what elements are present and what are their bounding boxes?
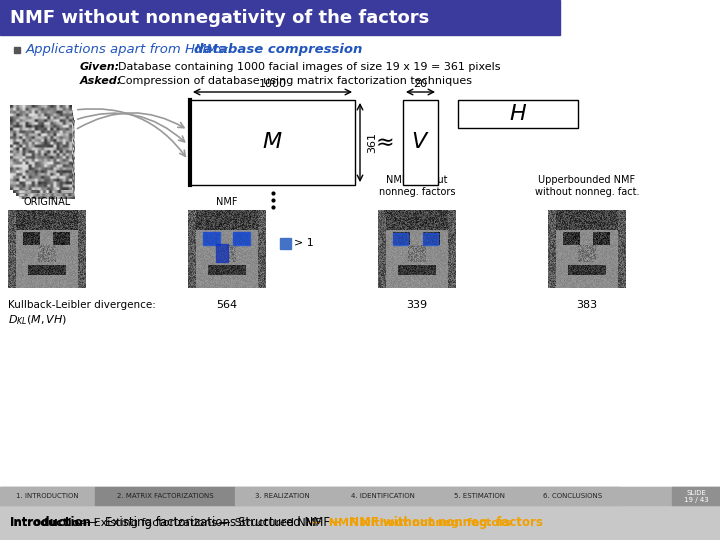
Text: Introduction: Introduction	[10, 516, 92, 529]
Bar	[0, 487, 720, 540]
Bar	[0, 487, 720, 505]
Text: 3. REALIZATION: 3. REALIZATION	[255, 493, 310, 499]
Text: SLIDE: SLIDE	[686, 490, 706, 496]
Text: —  NMF without nonneg. factors: — NMF without nonneg. factors	[307, 517, 511, 528]
Bar	[403, 100, 438, 185]
Text: —  Existing factorizations: — Existing factorizations	[82, 516, 236, 529]
Text: Kullback-Leibler divergence:: Kullback-Leibler divergence:	[8, 300, 156, 310]
Text: 6. CONCLUSIONS: 6. CONCLUSIONS	[543, 493, 602, 499]
Text: 361: 361	[367, 132, 377, 153]
Text: ORIGINAL: ORIGINAL	[23, 197, 71, 207]
Text: Given:: Given:	[80, 62, 120, 72]
Text: Database containing 1000 facial images of size 19 x 19 = 361 pixels: Database containing 1000 facial images o…	[118, 62, 500, 72]
Bar	[216, 244, 228, 262]
Text: —  Structured NMF: — Structured NMF	[215, 516, 330, 529]
Text: 564: 564	[217, 300, 238, 310]
Text: NMF without nonnegativity of the factors: NMF without nonnegativity of the factors	[10, 9, 429, 27]
Bar	[203, 232, 220, 245]
Bar	[190, 100, 355, 185]
Text: —  Structured NMF: — Structured NMF	[213, 517, 322, 528]
Text: 2. MATRIX FACTORIZATIONS: 2. MATRIX FACTORIZATIONS	[117, 493, 213, 499]
Bar	[672, 487, 720, 505]
Bar	[393, 233, 408, 245]
Bar	[458, 100, 578, 128]
Text: NMF without
nonneg. factors: NMF without nonneg. factors	[379, 176, 455, 197]
Text: database compression: database compression	[194, 44, 362, 57]
Text: $\mathit{M}$: $\mathit{M}$	[262, 132, 283, 152]
Bar	[95, 487, 235, 505]
Text: Compression of database using matrix factorization techniques: Compression of database using matrix fac…	[118, 76, 472, 86]
Text: Introduction: Introduction	[10, 517, 87, 528]
Bar	[0, 0, 560, 35]
Text: NMF: NMF	[216, 197, 238, 207]
Text: 383: 383	[577, 300, 598, 310]
Bar	[235, 487, 330, 505]
Text: 19 / 43: 19 / 43	[683, 497, 708, 503]
Bar	[435, 487, 525, 505]
Text: 4. IDENTIFICATION: 4. IDENTIFICATION	[351, 493, 415, 499]
Text: $\mathit{V}$: $\mathit{V}$	[411, 132, 430, 152]
Text: $\mathit{H}$: $\mathit{H}$	[509, 104, 527, 124]
Text: > 1: > 1	[294, 239, 314, 248]
Text: $D_{KL}(M, VH)$: $D_{KL}(M, VH)$	[8, 313, 68, 327]
Text: Asked:: Asked:	[80, 76, 122, 86]
Text: 1000: 1000	[258, 79, 287, 89]
Bar	[525, 487, 620, 505]
Text: 339: 339	[406, 300, 428, 310]
Text: ≈: ≈	[376, 132, 395, 152]
Bar	[423, 233, 438, 245]
Text: Upperbounded NMF
without nonneg. fact.: Upperbounded NMF without nonneg. fact.	[535, 176, 639, 197]
Bar	[233, 232, 250, 245]
Text: —  NMF without nonneg. factors: — NMF without nonneg. factors	[325, 516, 543, 529]
Text: 5. ESTIMATION: 5. ESTIMATION	[454, 493, 505, 499]
Text: Applications apart from HMMs:: Applications apart from HMMs:	[26, 44, 235, 57]
Bar	[280, 238, 291, 249]
Text: 1. INTRODUCTION: 1. INTRODUCTION	[16, 493, 78, 499]
Bar	[330, 487, 435, 505]
Bar	[0, 487, 95, 505]
Text: —  Existing factorizations: — Existing factorizations	[73, 517, 217, 528]
Text: 20: 20	[413, 79, 428, 89]
